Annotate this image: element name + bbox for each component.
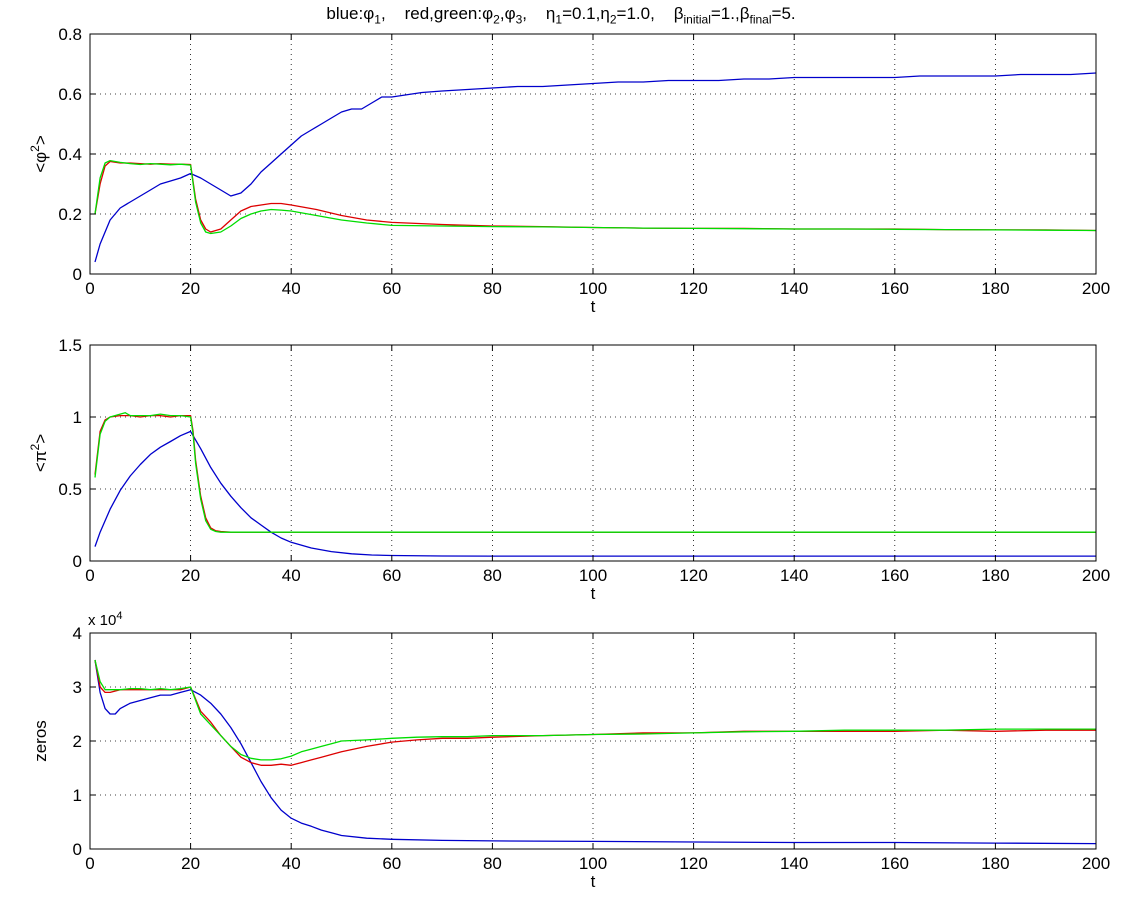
x-tick-label: 60: [382, 279, 401, 298]
x-tick-label: 200: [1082, 854, 1110, 873]
series-line-red: [94, 160, 1097, 233]
x-axis-label: t: [591, 297, 596, 316]
x-axis-label: t: [591, 872, 596, 891]
x-tick-label: 100: [579, 854, 607, 873]
y-axis-label: <φ2>: [28, 135, 50, 173]
figure-title: blue:φ1, red,green:φ2,φ3, η1=0.1,η2=1.0,…: [326, 4, 796, 27]
x-axis-label: t: [591, 584, 596, 603]
y-tick-label: 0.5: [58, 480, 82, 499]
y-tick-label: 0.6: [58, 85, 82, 104]
x-tick-label: 40: [282, 566, 301, 585]
y-tick-label: 0.8: [58, 25, 82, 44]
plot-panel-3: 0 20 40 60 80 100 120 140 160 180 200 0 1 2 3 4 t zeros x …: [31, 610, 1110, 891]
x-tick-label: 40: [282, 854, 301, 873]
x-tick-label: 180: [981, 854, 1009, 873]
series-line-blue: [94, 430, 1096, 557]
x-tick-label: 160: [881, 279, 909, 298]
y-tick-label: 0.2: [58, 205, 82, 224]
y-tick-label: 1: [73, 786, 82, 805]
x-tick-label: 180: [981, 566, 1009, 585]
x-tick-label: 0: [85, 854, 94, 873]
x-tick-label: 100: [579, 279, 607, 298]
y-tick-label: 4: [73, 624, 82, 643]
series-line-green: [94, 659, 1096, 761]
axes-frame: [89, 344, 1097, 562]
x-tick-label: 120: [679, 566, 707, 585]
y-tick-label: 1.5: [58, 336, 82, 355]
plot-panel-1: 0 20 40 60 80 100 120 140 160 180 200 0 0.2 0.4 0.6 0.8…: [28, 25, 1110, 316]
plot-panel-2: 0 20 40 60 80 100 120 140 160 180 200 0 0.5 1 1.5 t <π2>: [28, 336, 1110, 603]
y-axis-label: <π2>: [28, 434, 50, 472]
series-line-green: [94, 159, 1097, 235]
series-line-blue: [94, 659, 1097, 845]
y-tick-label: 0: [73, 265, 82, 284]
x-tick-label: 20: [181, 566, 200, 585]
x-tick-label: 60: [382, 566, 401, 585]
series-line-green: [94, 412, 1096, 533]
x-tick-label: 20: [181, 854, 200, 873]
y-axis-label: zeros: [31, 720, 50, 762]
x-tick-label: 80: [483, 279, 502, 298]
x-tick-label: 100: [579, 566, 607, 585]
x-tick-label: 80: [483, 854, 502, 873]
y-tick-label: 0: [73, 840, 82, 859]
x-tick-label: 160: [881, 566, 909, 585]
x-tick-label: 200: [1082, 566, 1110, 585]
y-scale-factor: x 104: [88, 610, 122, 629]
x-tick-label: 60: [382, 854, 401, 873]
y-tick-label: 0: [73, 552, 82, 571]
x-tick-label: 140: [780, 854, 808, 873]
y-tick-label: 2: [73, 732, 82, 751]
y-tick-label: 1: [73, 408, 82, 427]
x-tick-label: 40: [282, 279, 301, 298]
x-tick-label: 160: [881, 854, 909, 873]
y-tick-label: 3: [73, 678, 82, 697]
x-tick-label: 120: [679, 279, 707, 298]
x-tick-label: 200: [1082, 279, 1110, 298]
x-tick-label: 140: [780, 279, 808, 298]
y-tick-label: 0.4: [58, 145, 82, 164]
x-tick-label: 140: [780, 566, 808, 585]
series-line-red: [94, 414, 1096, 533]
x-tick-label: 80: [483, 566, 502, 585]
x-tick-label: 120: [679, 854, 707, 873]
x-tick-label: 0: [85, 566, 94, 585]
x-tick-label: 0: [85, 279, 94, 298]
series-line-red: [94, 659, 1096, 766]
x-tick-label: 180: [981, 279, 1009, 298]
series-line-blue: [94, 72, 1097, 263]
x-tick-label: 20: [181, 279, 200, 298]
